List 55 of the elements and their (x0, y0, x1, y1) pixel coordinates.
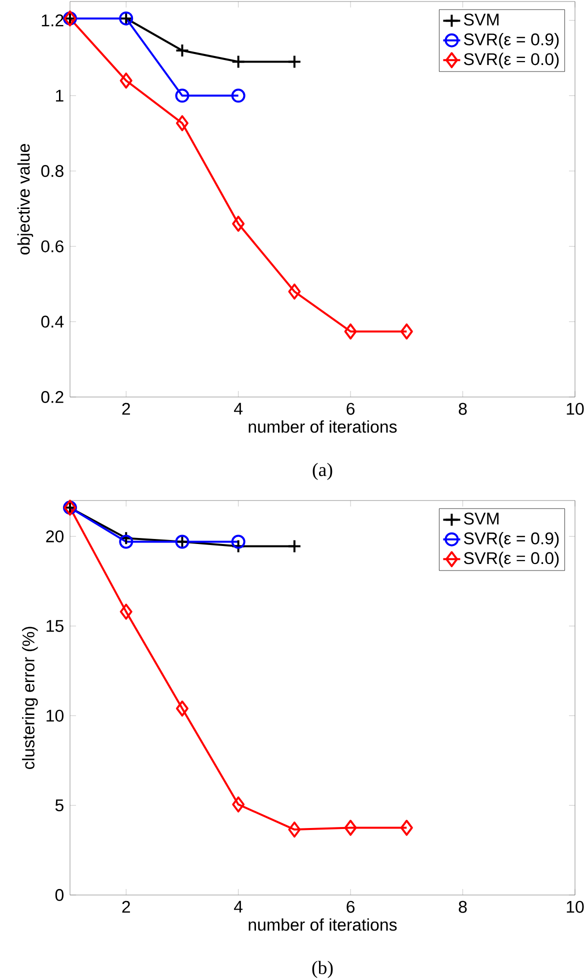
point (287, 54, 302, 69)
x-tick-label: 4 (234, 900, 243, 913)
point (231, 534, 246, 549)
y-tick-label: 0 (55, 889, 64, 902)
legend-label: SVR(ε = 0.9) (464, 32, 559, 49)
point (288, 822, 301, 838)
point (287, 539, 302, 554)
point (400, 820, 413, 836)
legend-label: SVM (464, 14, 499, 26)
legend-label: SVM (464, 512, 499, 525)
point (176, 700, 188, 717)
point (231, 539, 246, 554)
point (120, 72, 132, 89)
x-tick-label: 6 (346, 900, 355, 913)
x-tick-label: 2 (122, 900, 130, 913)
y-tick-label: 20 (46, 530, 64, 542)
y-tick-label: 10 (46, 710, 64, 722)
point (400, 323, 413, 340)
x-axis-title: number of iterations (248, 420, 397, 433)
y-tick-label: 1.2 (42, 14, 64, 26)
point (119, 534, 134, 549)
point (120, 604, 132, 620)
y-tick-label: 15 (46, 620, 64, 632)
y-axis-title: clustering error (%) (22, 626, 38, 770)
x-axis-title: number of iterations (248, 918, 397, 931)
x-tick-label: 2 (122, 402, 130, 415)
y-tick-label: 5 (55, 799, 64, 812)
point (344, 820, 357, 836)
point (175, 43, 190, 58)
point (176, 115, 188, 132)
legend-label: SVR(ε = 0.0) (464, 52, 559, 69)
y-axis-title: objective value (17, 144, 34, 255)
point (231, 88, 246, 103)
x-tick-label: 4 (234, 402, 243, 414)
y-tick-label: 0.4 (41, 316, 64, 328)
legend-label: SVR(ε = 0.0) (464, 552, 559, 568)
point (288, 284, 301, 300)
x-tick-label: 8 (458, 402, 467, 415)
point (119, 531, 134, 546)
text: (b) (312, 960, 333, 978)
y-tick-label: 0.8 (41, 165, 64, 178)
x-tick-label: 6 (346, 402, 355, 415)
x-tick-label: 8 (458, 900, 467, 913)
y-tick-label: 0.6 (41, 240, 64, 252)
point (344, 323, 357, 340)
x-tick-label: 10 (566, 402, 584, 415)
point (232, 796, 245, 812)
point (175, 88, 190, 103)
point (231, 54, 246, 69)
legend-label: SVR(ε = 0.9) (464, 532, 559, 548)
y-tick-label: 0.2 (41, 391, 64, 404)
x-tick-label: 10 (566, 900, 584, 913)
y-tick-label: 1 (56, 90, 64, 102)
text: (a) (312, 462, 332, 480)
point (232, 216, 245, 232)
